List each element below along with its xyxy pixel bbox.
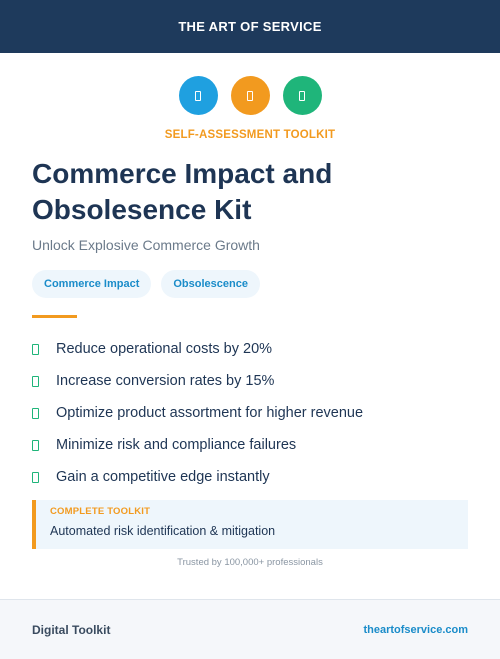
check-icon	[32, 375, 39, 387]
icon-row	[0, 76, 500, 115]
document-icon	[282, 76, 322, 115]
website-link[interactable]: theartofservice.com	[363, 623, 468, 636]
benefit-text: Minimize risk and compliance failures	[56, 437, 297, 453]
check-icon	[32, 471, 39, 483]
header-bar: THE ART OF SERVICE	[0, 0, 500, 53]
benefit-text: Increase conversion rates by 15%	[56, 373, 275, 389]
toolkit-callout: COMPLETE TOOLKIT Automated risk identifi…	[32, 500, 468, 549]
list-item: Optimize product assortment for higher r…	[32, 397, 472, 429]
benefit-list: Reduce operational costs by 20% Increase…	[32, 333, 472, 493]
document-icon	[178, 76, 218, 115]
check-icon	[32, 439, 39, 451]
benefit-text: Optimize product assortment for higher r…	[56, 405, 364, 421]
check-icon	[32, 407, 39, 419]
check-icon	[32, 343, 39, 355]
tag-commerce-impact[interactable]: Commerce Impact	[32, 270, 152, 298]
document-icon	[230, 76, 270, 115]
footer-bar: Digital Toolkit theartofservice.com	[0, 599, 500, 659]
toolkit-text: Automated risk identification & mitigati…	[50, 524, 276, 538]
list-item: Minimize risk and compliance failures	[32, 429, 472, 461]
benefit-text: Reduce operational costs by 20%	[56, 341, 273, 357]
list-item: Reduce operational costs by 20%	[32, 333, 472, 365]
accent-divider	[32, 315, 77, 318]
kicker-label: SELF-ASSESSMENT TOOLKIT	[164, 129, 336, 141]
footer-label: Digital Toolkit	[32, 622, 111, 637]
subtitle: Unlock Explosive Commerce Growth	[32, 237, 260, 253]
tag-obsolescence[interactable]: Obsolescence	[161, 270, 260, 298]
benefit-text: Gain a competitive edge instantly	[56, 469, 270, 485]
page-title: Commerce Impact and Obsolesence Kit	[32, 158, 333, 225]
toolkit-label: COMPLETE TOOLKIT	[50, 506, 151, 517]
list-item: Increase conversion rates by 15%	[32, 365, 472, 397]
trust-note: Trusted by 100,000+ professionals	[177, 557, 323, 568]
list-item: Gain a competitive edge instantly	[32, 461, 472, 493]
tag-list: Commerce Impact Obsolescence	[32, 270, 260, 298]
brand-title: THE ART OF SERVICE	[178, 19, 322, 34]
